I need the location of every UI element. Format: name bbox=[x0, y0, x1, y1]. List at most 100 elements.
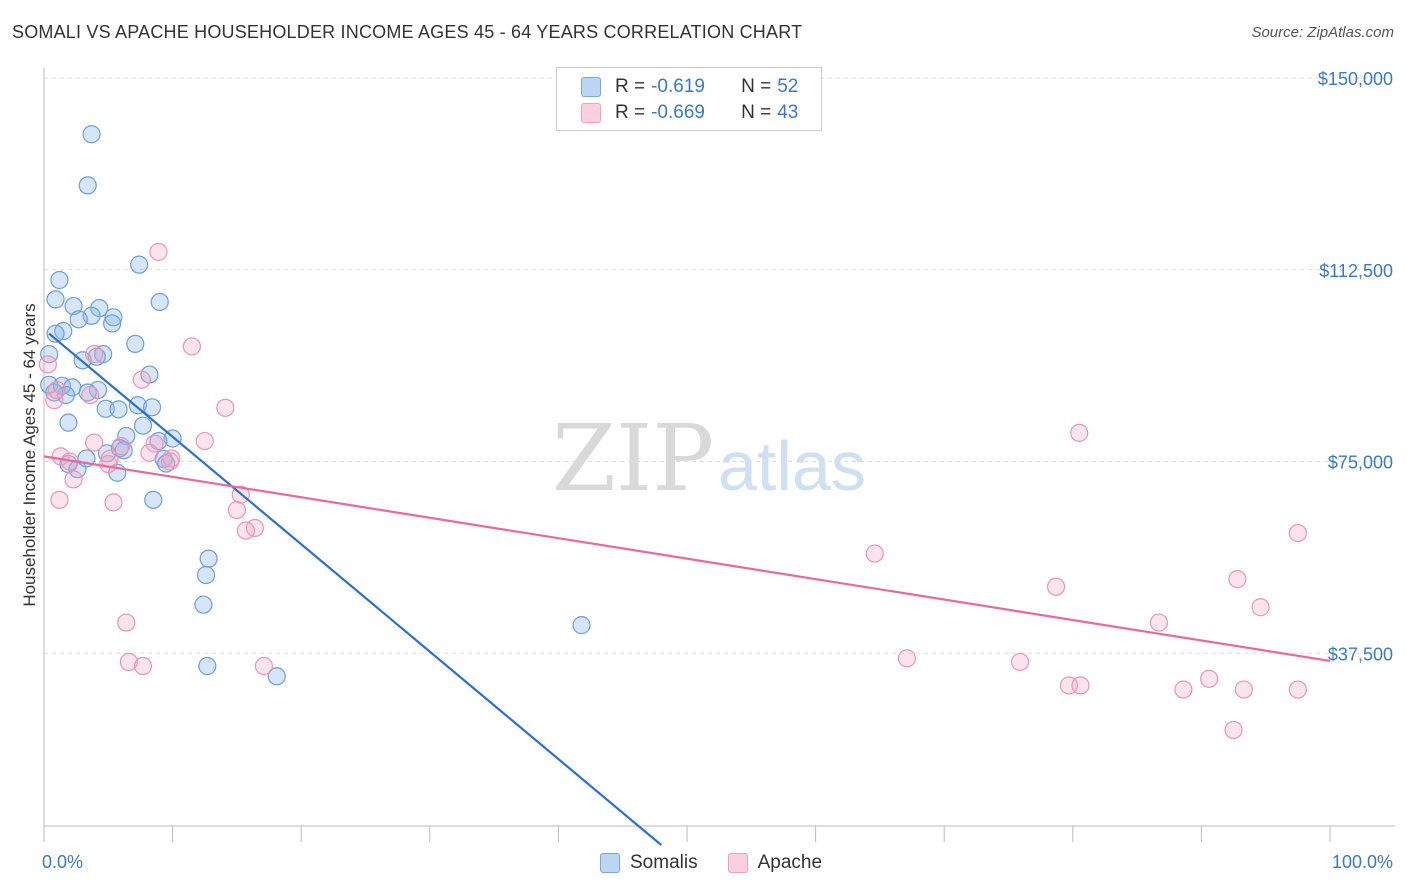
legend-row-apache: R = -0.669 N = 43 bbox=[581, 102, 798, 124]
apache-point bbox=[162, 449, 181, 468]
n-label: N = bbox=[741, 76, 772, 97]
somali-point bbox=[50, 270, 69, 290]
somali-point bbox=[194, 595, 213, 614]
apache-point bbox=[112, 437, 131, 456]
apache-point bbox=[140, 443, 159, 462]
apache-point bbox=[132, 370, 151, 389]
watermark-atlas: atlas bbox=[718, 427, 866, 505]
somali-point bbox=[56, 385, 75, 405]
apache-point bbox=[85, 345, 104, 364]
x-tick-label-max: 100.0% bbox=[1332, 852, 1393, 872]
somali-point bbox=[59, 413, 78, 432]
apache-point bbox=[81, 385, 100, 405]
apache-legend-swatch bbox=[727, 853, 748, 873]
apache-point bbox=[104, 493, 123, 512]
apache-point bbox=[1288, 680, 1307, 699]
apache-point bbox=[1046, 577, 1066, 596]
somali-r-value: -0.619 bbox=[651, 76, 705, 97]
apache-n-value: 43 bbox=[777, 102, 799, 123]
somalis-legend-label: Somalis bbox=[630, 852, 698, 873]
watermark: ZIP atlas bbox=[552, 405, 866, 512]
apache-point bbox=[1174, 680, 1193, 699]
somali-point bbox=[69, 310, 88, 329]
apache-point bbox=[195, 431, 214, 451]
apache-point bbox=[47, 380, 66, 400]
apache-point bbox=[254, 656, 274, 676]
somali-point bbox=[109, 400, 128, 419]
apache-point bbox=[85, 433, 104, 452]
somali-trend-line bbox=[48, 332, 662, 846]
apache-point bbox=[50, 490, 69, 509]
apache-r-value: -0.669 bbox=[651, 102, 705, 123]
somali-point bbox=[103, 314, 122, 333]
somali-point bbox=[199, 549, 218, 568]
apache-point bbox=[1149, 613, 1169, 632]
apache-point bbox=[1200, 669, 1219, 688]
apache-point bbox=[133, 656, 153, 676]
apache-point bbox=[160, 452, 180, 471]
somali-point bbox=[128, 396, 147, 415]
trend-lines bbox=[43, 332, 1331, 846]
y-tick-label: $37,500 bbox=[1328, 644, 1393, 664]
somali-point bbox=[144, 490, 163, 509]
stats-legend: R = -0.619 N = 52 R = -0.669 N = 43 bbox=[556, 67, 822, 131]
somali-n-value: 52 bbox=[777, 76, 799, 97]
somali-point bbox=[46, 290, 65, 309]
apache-point bbox=[1010, 652, 1030, 672]
y-tick-label: $112,500 bbox=[1319, 261, 1393, 281]
apache-point bbox=[99, 454, 118, 474]
apache-point bbox=[1071, 676, 1090, 695]
somali-point bbox=[78, 176, 97, 195]
apache-legend-label: Apache bbox=[757, 852, 823, 873]
apache-point bbox=[1070, 423, 1089, 442]
somali-point bbox=[87, 347, 106, 366]
apache-swatch bbox=[581, 103, 601, 123]
r-label: R = bbox=[615, 76, 646, 97]
y-tick-label: $75,000 bbox=[1328, 453, 1393, 473]
apache-trend-line bbox=[43, 455, 1331, 663]
apache-point bbox=[227, 500, 246, 520]
somali-point bbox=[104, 308, 123, 327]
apache-point bbox=[1224, 720, 1243, 740]
apache-point bbox=[117, 613, 136, 632]
gridlines bbox=[44, 77, 1395, 654]
somali-point bbox=[45, 383, 64, 402]
somali-point bbox=[142, 398, 162, 417]
legend-row-somali: R = -0.619 N = 52 bbox=[581, 76, 798, 98]
apache-point bbox=[145, 434, 164, 453]
apache-points bbox=[38, 242, 1307, 740]
somali-point bbox=[96, 399, 115, 418]
apache-point bbox=[182, 337, 201, 356]
legend-item-somalis: Somalis bbox=[600, 852, 698, 874]
watermark-zip: ZIP bbox=[552, 405, 714, 512]
apache-point bbox=[236, 521, 256, 540]
apache-point bbox=[1228, 570, 1247, 589]
somali-swatch bbox=[581, 77, 601, 97]
chart-title: SOMALI VS APACHE HOUSEHOLDER INCOME AGES… bbox=[12, 22, 803, 42]
somali-point bbox=[90, 299, 109, 318]
source-note: Source: ZipAtlas.com bbox=[1251, 24, 1394, 41]
y-tick-label: $150,000 bbox=[1318, 69, 1393, 89]
somali-point bbox=[196, 565, 216, 585]
apache-point bbox=[216, 398, 235, 417]
apache-point bbox=[119, 652, 138, 672]
x-tick-label-min: 0.0% bbox=[42, 852, 83, 872]
apache-point bbox=[64, 470, 83, 489]
apache-point bbox=[1251, 598, 1270, 617]
somali-point bbox=[267, 667, 286, 686]
r-label: R = bbox=[615, 102, 646, 123]
apache-point bbox=[149, 242, 168, 261]
somali-point bbox=[150, 292, 169, 312]
somali-point bbox=[572, 616, 591, 635]
somali-point bbox=[133, 416, 153, 435]
somali-point bbox=[198, 656, 217, 676]
somali-point bbox=[78, 383, 97, 402]
apache-point bbox=[1288, 523, 1307, 543]
apache-point bbox=[897, 649, 917, 668]
series-legend: Somalis Apache bbox=[600, 852, 852, 874]
somali-point bbox=[130, 255, 149, 274]
somali-point bbox=[82, 125, 101, 144]
apache-point bbox=[38, 355, 57, 374]
tick-labels: $37,500 $75,000 $112,500 $150,000 0.0% 100.0% bbox=[42, 69, 1393, 872]
